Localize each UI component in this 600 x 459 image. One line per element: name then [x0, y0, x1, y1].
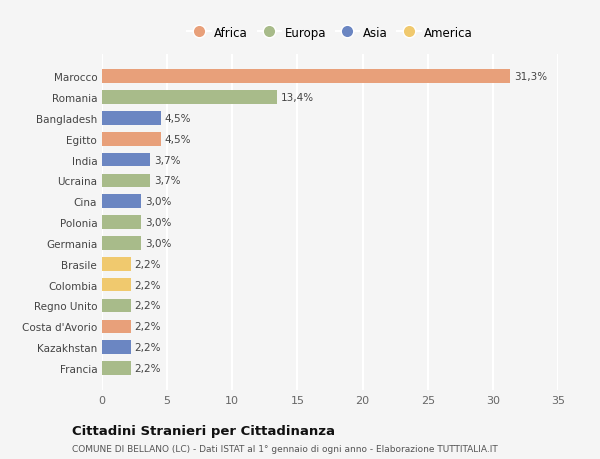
- Bar: [102, 278, 131, 292]
- Bar: [102, 153, 150, 167]
- Text: Cittadini Stranieri per Cittadinanza: Cittadini Stranieri per Cittadinanza: [72, 424, 335, 437]
- Legend: Africa, Europa, Asia, America: Africa, Europa, Asia, America: [185, 24, 475, 42]
- Text: COMUNE DI BELLANO (LC) - Dati ISTAT al 1° gennaio di ogni anno - Elaborazione TU: COMUNE DI BELLANO (LC) - Dati ISTAT al 1…: [72, 444, 498, 453]
- Text: 4,5%: 4,5%: [164, 114, 191, 123]
- Text: 31,3%: 31,3%: [514, 72, 547, 82]
- Bar: [102, 112, 161, 125]
- Text: 4,5%: 4,5%: [164, 134, 191, 145]
- Text: 3,7%: 3,7%: [154, 155, 181, 165]
- Text: 13,4%: 13,4%: [280, 93, 314, 103]
- Bar: [102, 70, 510, 84]
- Text: 2,2%: 2,2%: [134, 301, 161, 311]
- Text: 3,0%: 3,0%: [145, 197, 172, 207]
- Bar: [102, 237, 141, 250]
- Bar: [102, 320, 131, 333]
- Text: 3,0%: 3,0%: [145, 218, 172, 228]
- Bar: [102, 361, 131, 375]
- Text: 2,2%: 2,2%: [134, 342, 161, 353]
- Text: 2,2%: 2,2%: [134, 259, 161, 269]
- Bar: [102, 341, 131, 354]
- Bar: [102, 133, 161, 146]
- Text: 2,2%: 2,2%: [134, 280, 161, 290]
- Bar: [102, 257, 131, 271]
- Bar: [102, 91, 277, 105]
- Text: 2,2%: 2,2%: [134, 363, 161, 373]
- Bar: [102, 216, 141, 230]
- Text: 3,0%: 3,0%: [145, 238, 172, 248]
- Bar: [102, 195, 141, 208]
- Bar: [102, 299, 131, 313]
- Text: 2,2%: 2,2%: [134, 322, 161, 331]
- Text: 3,7%: 3,7%: [154, 176, 181, 186]
- Bar: [102, 174, 150, 188]
